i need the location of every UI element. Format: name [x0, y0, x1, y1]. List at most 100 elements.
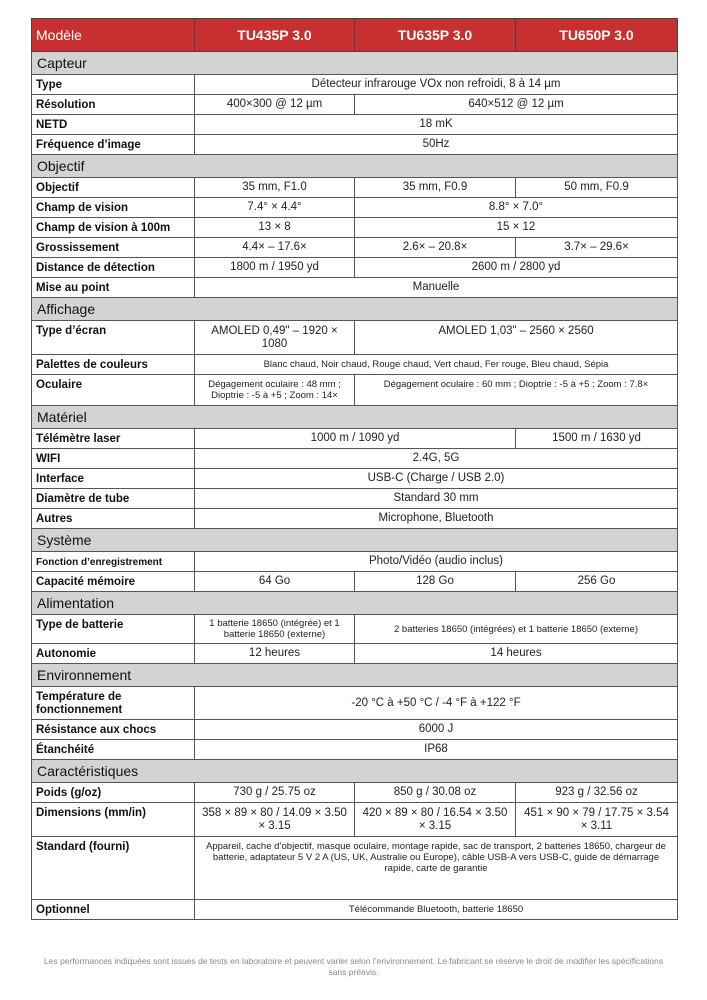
spec-value: 7.4° × 4.4°: [194, 197, 355, 218]
section-title: Affichage: [31, 297, 678, 321]
section-title: Alimentation: [31, 591, 678, 615]
spec-row: Étanchéité IP68: [31, 739, 678, 760]
spec-row: Télémètre laser 1000 m / 1090 yd 1500 m / …: [31, 428, 678, 449]
section-header: Affichage: [31, 297, 678, 321]
spec-row: Diamètre de tube Standard 30 mm: [31, 488, 678, 509]
section-title: Matériel: [31, 405, 678, 429]
spec-label: Température de fonctionnement: [31, 686, 195, 720]
spec-value: Dégagement oculaire : 48 mm ; Dioptrie :…: [194, 374, 355, 406]
spec-value: 50Hz: [194, 134, 678, 155]
section-title: Capteur: [31, 51, 678, 75]
disclaimer-footer: Les performances indiquées sont issues d…: [44, 956, 663, 977]
spec-value: 850 g / 30.08 oz: [354, 782, 516, 803]
spec-label: Standard (fourni): [31, 836, 195, 900]
spec-value: AMOLED 1,03" – 2560 × 2560: [354, 320, 678, 355]
header-label: Modèle: [31, 18, 195, 52]
spec-row: Type de batterie 1 batterie 18650 (intégr…: [31, 614, 678, 644]
spec-label: Optionnel: [31, 899, 195, 920]
spec-label: WIFI: [31, 448, 195, 469]
section-title: Objectif: [31, 154, 678, 178]
spec-label: Palettes de couleurs: [31, 354, 195, 375]
section-title: Caractéristiques: [31, 759, 678, 783]
spec-row: Palettes de couleurs Blanc chaud, Noir ch…: [31, 354, 678, 375]
section-title: Système: [31, 528, 678, 552]
spec-label: Distance de détection: [31, 257, 195, 278]
spec-label: Oculaire: [31, 374, 195, 406]
spec-label: Autres: [31, 508, 195, 529]
section-header: Système: [31, 528, 678, 552]
spec-value: 8.8° × 7.0°: [354, 197, 678, 218]
spec-value: 50 mm, F0.9: [515, 177, 678, 198]
spec-value: 640×512 @ 12 µm: [354, 94, 678, 115]
spec-value: 15 × 12: [354, 217, 678, 238]
spec-label: Capacité mémoire: [31, 571, 195, 592]
spec-row: Type Détecteur infrarouge VOx non refroid…: [31, 74, 678, 95]
spec-row: Interface USB-C (Charge / USB 2.0): [31, 468, 678, 489]
spec-value: 730 g / 25.75 oz: [194, 782, 355, 803]
spec-value: 2.6× – 20.8×: [354, 237, 516, 258]
spec-value: Blanc chaud, Noir chaud, Rouge chaud, Ve…: [194, 354, 678, 375]
spec-label: Mise au point: [31, 277, 195, 298]
spec-row: Fonction d’enregistrement Photo/Vidéo (au…: [31, 551, 678, 572]
spec-value: 14 heures: [354, 643, 678, 664]
spec-row: Champ de vision à 100m 13 × 8 15 × 12: [31, 217, 678, 238]
section-header: Caractéristiques: [31, 759, 678, 783]
spec-label: Type d’écran: [31, 320, 195, 355]
spec-value: Détecteur infrarouge VOx non refroidi, 8…: [194, 74, 678, 95]
spec-value: IP68: [194, 739, 678, 760]
spec-label: Grossissement: [31, 237, 195, 258]
spec-row: Température de fonctionnement -20 °C à +5…: [31, 686, 678, 720]
spec-table: Modèle TU435P 3.0 TU635P 3.0 TU650P 3.0 …: [31, 18, 678, 920]
spec-value: 358 × 89 × 80 / 14.09 × 3.50 × 3.15: [194, 802, 355, 837]
spec-label: NETD: [31, 114, 195, 135]
spec-value: Manuelle: [194, 277, 678, 298]
spec-label: Télémètre laser: [31, 428, 195, 449]
spec-value: 64 Go: [194, 571, 355, 592]
spec-value: 2.4G, 5G: [194, 448, 678, 469]
spec-row: Distance de détection 1800 m / 1950 yd 260…: [31, 257, 678, 278]
section-header: Environnement: [31, 663, 678, 687]
spec-value: 256 Go: [515, 571, 678, 592]
spec-row: Oculaire Dégagement oculaire : 48 mm ; Di…: [31, 374, 678, 406]
spec-value: USB-C (Charge / USB 2.0): [194, 468, 678, 489]
spec-row: NETD 18 mK: [31, 114, 678, 135]
spec-value: AMOLED 0,49" – 1920 × 1080: [194, 320, 355, 355]
spec-row: Capacité mémoire 64 Go 128 Go 256 Go: [31, 571, 678, 592]
spec-value: 128 Go: [354, 571, 516, 592]
spec-value: Microphone, Bluetooth: [194, 508, 678, 529]
section-header: Capteur: [31, 51, 678, 75]
spec-label: Champ de vision: [31, 197, 195, 218]
section-header: Matériel: [31, 405, 678, 429]
spec-label: Objectif: [31, 177, 195, 198]
spec-label: Dimensions (mm/in): [31, 802, 195, 837]
spec-label: Diamètre de tube: [31, 488, 195, 509]
spec-row: WIFI 2.4G, 5G: [31, 448, 678, 469]
spec-row: Optionnel Télécommande Bluetooth, batteri…: [31, 899, 678, 920]
spec-row: Dimensions (mm/in) 358 × 89 × 80 / 14.09 …: [31, 802, 678, 837]
spec-value: 451 × 90 × 79 / 17.75 × 3.54 × 3.11: [515, 802, 678, 837]
model-tu635p: TU635P 3.0: [354, 18, 516, 52]
spec-value: 1000 m / 1090 yd: [194, 428, 516, 449]
spec-value: 923 g / 32.56 oz: [515, 782, 678, 803]
spec-value: 18 mK: [194, 114, 678, 135]
spec-value: Dégagement oculaire : 60 mm ; Dioptrie :…: [354, 374, 678, 406]
spec-value: Standard 30 mm: [194, 488, 678, 509]
spec-row: Fréquence d’image 50Hz: [31, 134, 678, 155]
spec-label: Résistance aux chocs: [31, 719, 195, 740]
spec-label: Étanchéité: [31, 739, 195, 760]
spec-label: Type: [31, 74, 195, 95]
spec-row: Poids (g/oz) 730 g / 25.75 oz 850 g / 30.0…: [31, 782, 678, 803]
spec-value: Télécommande Bluetooth, batterie 18650: [194, 899, 678, 920]
spec-label: Fonction d’enregistrement: [31, 551, 195, 572]
spec-value: 6000 J: [194, 719, 678, 740]
spec-value: 1500 m / 1630 yd: [515, 428, 678, 449]
spec-label: Poids (g/oz): [31, 782, 195, 803]
spec-row: Champ de vision 7.4° × 4.4° 8.8° × 7.0°: [31, 197, 678, 218]
spec-row: Grossissement 4.4× – 17.6× 2.6× – 20.8× 3.7…: [31, 237, 678, 258]
spec-value: 35 mm, F0.9: [354, 177, 516, 198]
spec-value: Appareil, cache d’objectif, masque ocula…: [194, 836, 678, 900]
section-title: Environnement: [31, 663, 678, 687]
model-tu435p: TU435P 3.0: [194, 18, 355, 52]
spec-row: Résolution 400×300 @ 12 µm 640×512 @ 12 µm: [31, 94, 678, 115]
spec-value: 1800 m / 1950 yd: [194, 257, 355, 278]
